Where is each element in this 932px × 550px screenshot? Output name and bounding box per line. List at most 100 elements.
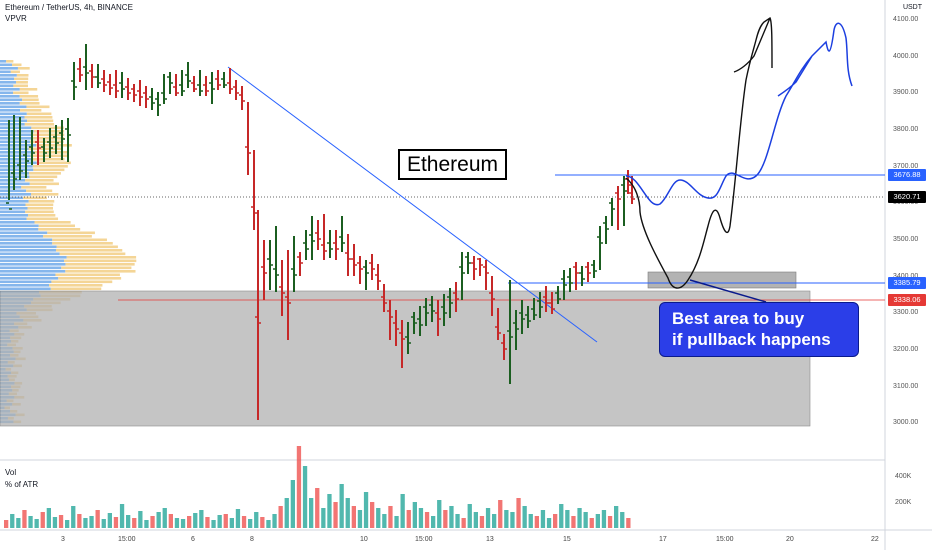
vpvr-bar-sell [29,175,58,179]
vpvr-bar-buy [0,123,25,126]
vpvr-bar-buy [0,224,39,228]
indicator-label[interactable]: VPVR [5,14,27,23]
volume-bar [412,502,417,528]
volume-bar [77,514,82,528]
volume-bar [89,516,94,528]
price-label-resistance: 3676.88 [888,169,926,181]
vpvr-bar-buy [0,277,59,280]
vpvr-bar-sell [52,238,107,242]
volume-bar [4,520,9,528]
vpvr-bar-sell [28,147,62,151]
price-tick: 3300.00 [893,309,919,316]
volume-bar [540,510,546,528]
buy-callout-line1: Best area to buy [672,309,805,328]
time-tick: 15:00 [415,536,433,543]
time-tick: 20 [786,536,794,543]
vpvr-bar-sell [13,77,29,81]
vpvr-bar-buy [0,91,14,95]
vpvr-bar-buy [0,235,44,238]
price-tick: 4100.00 [893,16,919,23]
volume-bar [217,515,222,528]
volume-bar [71,506,76,528]
volume-bar [388,506,393,528]
vpvr-bar-sell [16,74,29,77]
vpvr-bar-sell [20,109,42,112]
volume-bar [467,504,472,528]
volume-bar [339,484,344,528]
vpvr-bar-sell [49,284,103,287]
volume-bar [107,513,112,528]
time-tick: 15:00 [716,536,734,543]
vpvr-bar-sell [36,161,71,165]
vpvr-bar-buy [0,228,39,231]
vpvr-bar-sell [19,88,38,91]
vpvr-bar-buy [0,273,56,277]
vpvr-bar-sell [31,158,65,161]
projection-black [625,16,773,289]
volume-bar [400,494,405,528]
vpvr-bar-sell [64,259,137,263]
time-tick: 17 [659,536,667,543]
vpvr-bar-sell [51,280,113,284]
time-tick: 10 [360,536,368,543]
volume-bar [370,502,375,528]
volume-bar [583,512,588,528]
vpvr-bar-sell [32,165,68,168]
volume-bar [132,518,137,528]
volume-bar [449,506,454,528]
volume-bar [492,514,497,528]
vpvr-bar-buy [0,242,53,245]
vpvr-bar-sell [26,217,59,221]
volume-bar [113,517,119,528]
vpvr-bar-buy [0,221,35,224]
volume-bar [327,494,332,528]
vpvr-bar-buy [0,270,66,273]
volume-bar [479,516,485,528]
ethereum-title-box[interactable]: Ethereum [398,149,507,180]
vpvr-bar-buy [0,133,32,137]
volume-bar [138,511,143,528]
volume-bar [522,506,527,528]
volume-bar [52,517,58,528]
vpvr-bar-sell [38,228,81,231]
vpvr-bar-buy [0,74,17,77]
volume-bar [95,510,100,528]
volume-bar [205,517,210,528]
volume-bar [577,508,582,528]
buy-area-callout[interactable]: Best area to buy if pullback happens [659,302,859,357]
volume-bar [144,520,149,528]
vpvr-bar-buy [0,130,34,133]
vpvr-bar-buy [0,203,26,207]
price-label-last: 3620.71 [888,191,926,203]
vpvr-bar-sell [6,60,14,63]
price-tick: 3100.00 [893,383,919,390]
volume-tick: 400K [895,473,912,480]
vpvr-bar-buy [0,144,37,147]
volume-bar [394,516,399,528]
vpvr-bar-sell [21,186,47,189]
vpvr-bar-buy [0,238,53,242]
volume-bar [418,508,424,528]
volume-bar [461,518,466,528]
volume-bar [345,498,350,528]
vpvr-bar-sell [52,242,113,245]
downtrend-line [227,66,598,343]
volume-bar [595,514,600,528]
vpvr-bar-buy [0,186,22,189]
vpvr-bar-buy [0,116,25,119]
vpvr-bar-buy [0,151,35,154]
volume-bar [309,498,314,528]
buy-callout-line2: if pullback happens [672,330,831,349]
volume-bar [65,520,70,528]
volume-bar [10,514,15,528]
price-label-level: 3338.06 [888,294,926,306]
volume-bar [620,512,625,528]
volume-bar [162,508,167,528]
vpvr-bar-buy [0,196,24,200]
volume-bar [254,512,259,528]
volume-bar [485,508,491,528]
vpvr-bar-buy [0,284,50,287]
volume-label[interactable]: Vol [5,468,17,477]
vpvr-bar-sell [31,126,64,130]
